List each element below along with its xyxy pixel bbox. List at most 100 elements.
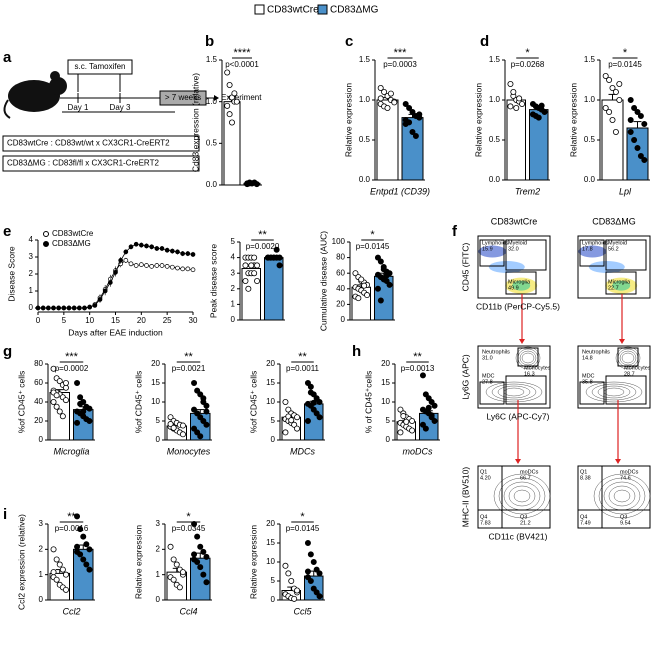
p-value: p=0.0016 <box>55 524 89 533</box>
p-value: p=0.0002 <box>55 364 89 373</box>
panel-letter: i <box>3 506 7 523</box>
p-value: p=0.0268 <box>511 60 545 69</box>
data-point <box>631 105 638 112</box>
data-point <box>406 105 413 112</box>
facs-contour <box>608 485 636 507</box>
data-point <box>197 543 204 550</box>
facs-y-label: MHC-II (BV510) <box>460 467 470 528</box>
data-point <box>304 540 311 547</box>
facs-contour <box>598 477 646 515</box>
sig-stars: *** <box>394 47 408 59</box>
data-point <box>627 128 634 135</box>
gate-value: 31.0 <box>482 355 493 361</box>
y-tick-label: 1.5 <box>206 55 218 64</box>
facs-contour <box>585 381 643 403</box>
y-tick-label: 0.5 <box>206 138 218 147</box>
bar <box>506 99 526 181</box>
facs-density <box>578 245 607 258</box>
data-point <box>637 152 644 159</box>
gate-value: 49.9 <box>508 285 519 291</box>
gate-name: Microglia <box>508 279 531 285</box>
data-point <box>510 89 517 96</box>
y-tick-label: 3 <box>39 519 44 528</box>
y-tick-label: 1.5 <box>584 55 596 64</box>
facs-contour <box>515 346 541 370</box>
data-point <box>203 408 210 415</box>
gate-value: 17.8 <box>582 246 593 252</box>
sig-stars: **** <box>233 47 251 59</box>
marker <box>185 251 191 256</box>
data-point <box>304 568 311 575</box>
data-point <box>200 417 207 424</box>
marker <box>40 305 46 311</box>
gate-name: Myeloid <box>608 240 627 246</box>
x-label: Ccl2 <box>62 606 80 616</box>
legend-label: CD83ΔMG <box>330 5 379 16</box>
data-point <box>203 553 210 560</box>
gate-name: Q1 <box>580 469 587 475</box>
data-point <box>602 105 609 112</box>
data-point <box>641 121 648 128</box>
data-point <box>245 285 252 292</box>
p-value: p=0.0003 <box>383 60 417 69</box>
data-point <box>627 97 634 104</box>
gate <box>505 271 537 295</box>
marker <box>149 244 155 250</box>
data-point <box>194 429 201 436</box>
data-point <box>364 292 371 299</box>
marker <box>66 305 72 311</box>
legend-marker <box>43 241 49 247</box>
y-axis-label: Ccl2 expression (relative) <box>16 514 26 610</box>
data-point <box>191 521 198 528</box>
data-point <box>361 282 368 289</box>
data-point <box>86 546 93 553</box>
data-point <box>616 97 623 104</box>
marker <box>154 263 160 268</box>
sig-stars: ** <box>258 229 267 241</box>
marker <box>138 242 144 248</box>
data-point <box>200 571 207 578</box>
data-point <box>77 394 84 401</box>
y-tick-label: 1.5 <box>489 55 501 64</box>
y-tick-label: 4 <box>231 253 236 262</box>
panel-letter: e <box>3 223 11 240</box>
data-point <box>200 548 207 555</box>
y-tick-label: 2 <box>231 284 236 293</box>
data-point <box>56 378 63 385</box>
data-point <box>59 413 66 420</box>
data-point <box>62 379 69 386</box>
marker <box>190 267 196 273</box>
y-axis-label: Relative expression <box>343 83 353 157</box>
marker <box>128 261 134 267</box>
gate-name: Lymphoids <box>582 240 609 246</box>
gate <box>605 239 647 271</box>
data-point <box>409 417 416 424</box>
y-tick-label: 0 <box>156 595 161 604</box>
data-point <box>391 99 398 106</box>
facs-y-label: Ly6G (APC) <box>460 354 470 400</box>
y-tick-label: 20 <box>266 519 275 528</box>
data-point <box>170 576 177 583</box>
p-value: p=0.0013 <box>401 364 435 373</box>
gate <box>579 381 605 405</box>
y-tick-label: 10 <box>381 397 390 406</box>
data-point <box>176 584 183 591</box>
legend-marker <box>43 231 49 237</box>
data-point <box>179 422 186 429</box>
data-point <box>194 559 201 566</box>
x-label: Lpl <box>619 186 632 196</box>
facs-contour <box>615 346 641 370</box>
facs-x-label: Ly6C (APC-Cy7) <box>487 411 550 421</box>
data-point <box>56 408 63 415</box>
gate-value: 21.2 <box>520 520 531 526</box>
data-point <box>516 95 523 102</box>
data-point <box>80 533 87 540</box>
gate-value: 8.38 <box>580 475 591 481</box>
data-point <box>253 181 260 188</box>
scheme-text: Day 1 <box>68 103 89 112</box>
sig-stars: ** <box>298 351 307 363</box>
y-tick-label: 10 <box>266 557 275 566</box>
data-point <box>507 103 514 110</box>
facs-contour <box>493 473 551 519</box>
data-point <box>224 102 231 109</box>
